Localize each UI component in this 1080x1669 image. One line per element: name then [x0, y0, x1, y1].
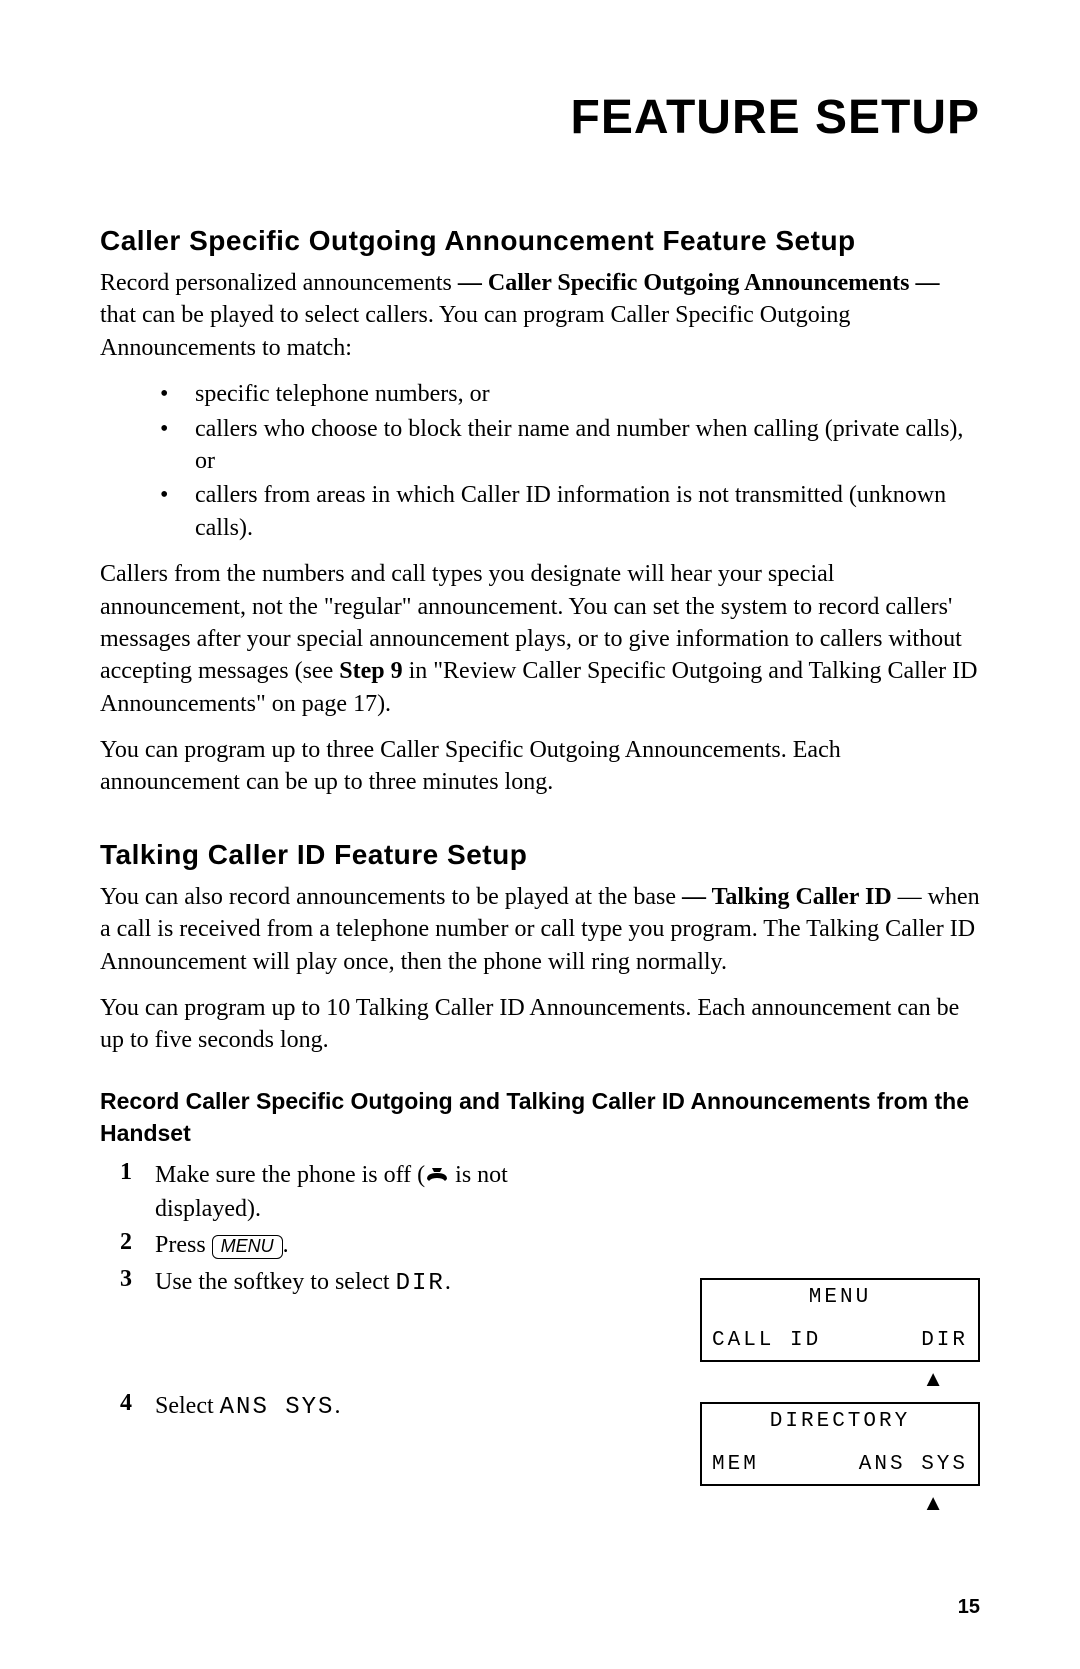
- step-text: Make sure the phone is off ( is not disp…: [155, 1159, 595, 1225]
- text: .: [334, 1393, 340, 1419]
- subsection-heading: Record Caller Specific Outgoing and Talk…: [100, 1085, 980, 1149]
- text: that can be played to select callers. Yo…: [100, 302, 850, 360]
- step-3: 3 Use the softkey to select DIR.: [100, 1266, 640, 1300]
- section2-para2: You can program up to 10 Talking Caller …: [100, 992, 980, 1057]
- lcd-text: DIR: [396, 1270, 445, 1297]
- bullet-item: callers who choose to block their name a…: [100, 413, 980, 478]
- text: Record personalized announcements: [100, 270, 458, 296]
- phone-icon: [425, 1160, 449, 1192]
- step-2: 2 Press MENU.: [100, 1229, 640, 1261]
- lcd-text: ANS SYS: [220, 1394, 335, 1421]
- section1-para3: You can program up to three Caller Speci…: [100, 734, 980, 799]
- section1-para2: Callers from the numbers and call types …: [100, 558, 980, 720]
- section1-bullet-list: specific telephone numbers, or callers w…: [100, 378, 980, 544]
- step-number: 1: [100, 1159, 155, 1186]
- section2-para1: You can also record announcements to be …: [100, 881, 980, 978]
- step-text: Select ANS SYS.: [155, 1390, 595, 1424]
- lcd-left: CALL ID: [712, 1329, 821, 1352]
- bullet-item: callers from areas in which Caller ID in…: [100, 479, 980, 544]
- section1-para1: Record personalized announcements — Call…: [100, 267, 980, 364]
- bullet-item: specific telephone numbers, or: [100, 378, 980, 410]
- step-4: 4 Select ANS SYS.: [100, 1390, 640, 1424]
- step-number: 2: [100, 1229, 155, 1256]
- section2-heading: Talking Caller ID Feature Setup: [100, 839, 980, 871]
- bold-text: — Talking Caller ID: [682, 884, 892, 910]
- menu-button-label: MENU: [212, 1235, 283, 1259]
- lcd-left: MEM: [712, 1453, 759, 1476]
- step-number: 4: [100, 1390, 155, 1417]
- lcd-display-directory: DIRECTORY MEM ANS SYS: [700, 1402, 980, 1486]
- lcd-line2: CALL ID DIR: [712, 1329, 968, 1352]
- section1-heading: Caller Specific Outgoing Announcement Fe…: [100, 225, 980, 257]
- text: Select: [155, 1393, 220, 1419]
- step-1: 1 Make sure the phone is off ( is not di…: [100, 1159, 640, 1225]
- bold-text: — Caller Specific Outgoing Announcements…: [458, 270, 940, 296]
- step-text: Press MENU.: [155, 1229, 595, 1261]
- lcd-line2: MEM ANS SYS: [712, 1453, 968, 1476]
- text: .: [283, 1232, 289, 1258]
- lcd-right: DIR: [921, 1329, 968, 1352]
- page-title: FEATURE SETUP: [100, 90, 980, 145]
- lcd-line1: DIRECTORY: [712, 1410, 968, 1433]
- page-number: 15: [958, 1596, 980, 1619]
- text: .: [445, 1269, 451, 1295]
- text: Press: [155, 1232, 212, 1258]
- lcd-line1: MENU: [712, 1286, 968, 1309]
- up-arrow-icon: ▲: [922, 1368, 944, 1390]
- up-arrow-icon: ▲: [922, 1492, 944, 1514]
- lcd-right: ANS SYS: [859, 1453, 968, 1476]
- text: Use the softkey to select: [155, 1269, 396, 1295]
- text: You can also record announcements to be …: [100, 884, 682, 910]
- bold-text: Step 9: [339, 658, 402, 684]
- lcd-display-menu: MENU CALL ID DIR: [700, 1278, 980, 1362]
- step-text: Use the softkey to select DIR.: [155, 1266, 595, 1300]
- text: Make sure the phone is off (: [155, 1162, 425, 1188]
- step-number: 3: [100, 1266, 155, 1293]
